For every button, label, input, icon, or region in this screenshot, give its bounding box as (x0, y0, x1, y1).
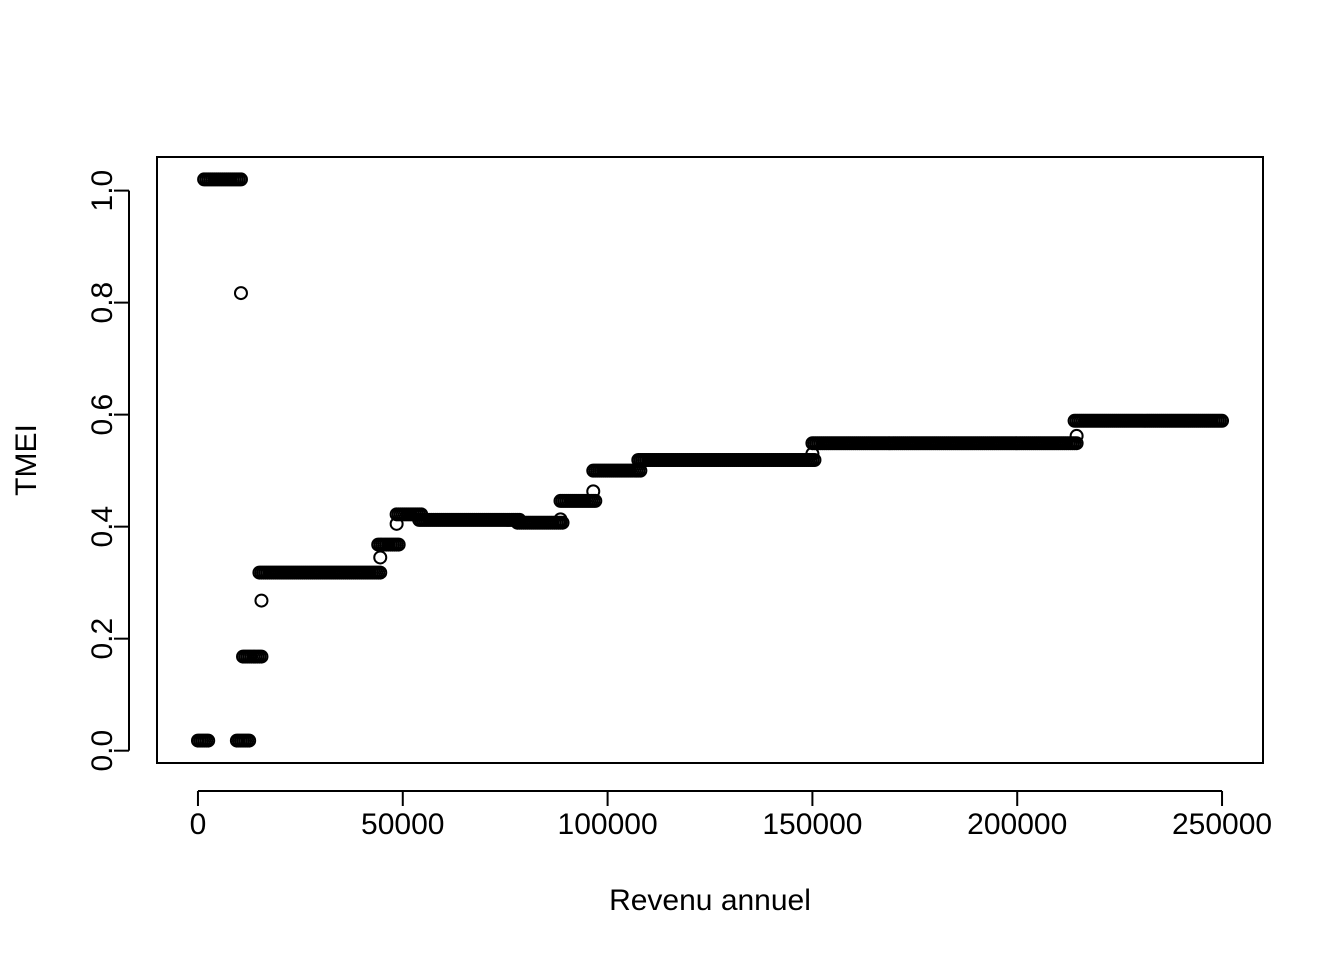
plot-frame (156, 156, 1264, 764)
x-tick-label: 50000 (361, 808, 444, 841)
y-tick-label: 1.0 (86, 170, 119, 212)
y-tick-label: 0.8 (86, 282, 119, 324)
data-point (233, 172, 248, 187)
data-point (586, 484, 601, 499)
y-tick-label: 0.0 (86, 730, 119, 772)
data-point (233, 286, 248, 301)
x-tick-label: 100000 (558, 808, 658, 841)
data-point (254, 649, 269, 664)
data-point (1069, 428, 1084, 443)
data-point (201, 733, 216, 748)
x-tick-label: 200000 (967, 808, 1067, 841)
x-tick-label: 0 (190, 808, 207, 841)
data-point (373, 550, 388, 565)
data-point (254, 593, 269, 608)
data-point (1215, 413, 1230, 428)
x-tick-label: 250000 (1172, 808, 1272, 841)
x-axis: 0 50000 100000 150000 200000 250000 (190, 790, 1272, 841)
data-point (805, 446, 820, 461)
y-tick-label: 0.4 (86, 506, 119, 548)
data-point (389, 516, 404, 531)
data-point (373, 565, 388, 580)
y-axis-title: TMEI (10, 424, 43, 496)
data-point (1069, 436, 1084, 451)
y-tick-label: 0.6 (86, 394, 119, 436)
y-axis: 0.0 0.2 0.4 0.6 0.8 1.0 (86, 170, 130, 772)
y-tick-label: 0.2 (86, 618, 119, 660)
data-point (807, 453, 822, 467)
data-point (242, 733, 257, 748)
x-axis-title: Revenu annuel (609, 884, 811, 917)
data-point (391, 537, 406, 552)
data-point (588, 493, 603, 508)
x-tick-label: 150000 (762, 808, 862, 841)
data-points (190, 172, 1230, 748)
data-point (553, 512, 568, 527)
